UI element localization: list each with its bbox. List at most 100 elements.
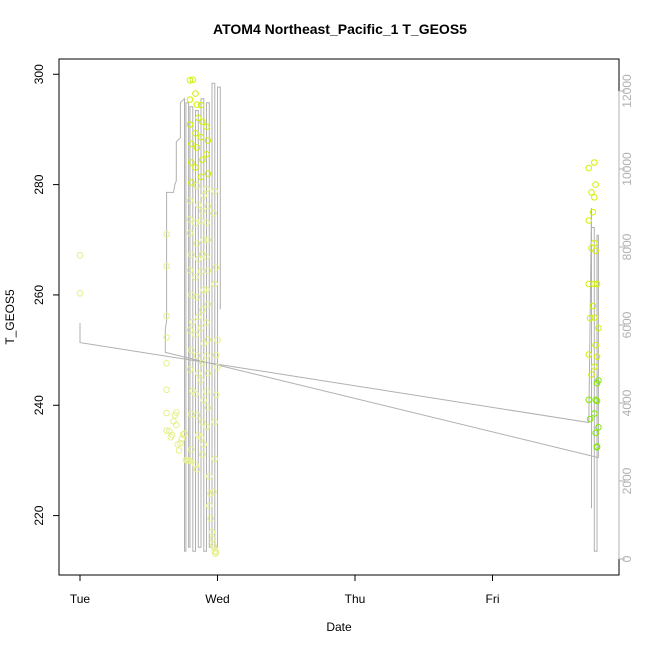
data-point (188, 291, 195, 299)
data-point (186, 326, 194, 334)
data-point (192, 331, 199, 339)
data-point (193, 352, 201, 359)
data-point (204, 301, 212, 308)
data-point (204, 137, 212, 144)
data-point (168, 431, 176, 439)
data-point (203, 352, 210, 359)
data-point (178, 435, 186, 443)
data-point (181, 430, 188, 437)
y-tick-label: 300 (32, 64, 46, 84)
data-point (197, 376, 205, 384)
data-point (179, 431, 187, 438)
data-point (186, 96, 194, 103)
data-point (199, 306, 206, 314)
x-tick-label: Fri (486, 592, 500, 606)
data-point (593, 280, 601, 288)
data-point (173, 409, 180, 416)
data-point (204, 170, 212, 177)
data-point (193, 411, 201, 419)
data-point (163, 360, 170, 367)
data-point (214, 336, 221, 344)
data-point (212, 264, 220, 271)
data-point (192, 274, 199, 281)
data-point (175, 447, 183, 454)
data-point (200, 192, 208, 199)
data-point (193, 144, 201, 151)
data-point (211, 418, 219, 426)
data-point (163, 231, 170, 238)
data-point (591, 280, 598, 288)
data-point (192, 164, 199, 171)
data-point (163, 386, 170, 394)
data-point (203, 253, 210, 261)
data-point (188, 159, 195, 166)
y-tick-label: 240 (32, 395, 46, 415)
data-point (186, 77, 194, 84)
data-point (188, 446, 195, 453)
data-point (189, 318, 197, 326)
y-tick-label: 280 (32, 174, 46, 194)
y2-tick-label: 4000 (620, 389, 634, 416)
data-point (207, 515, 214, 522)
x-tick-label: Wed (205, 592, 229, 606)
data-point (204, 267, 212, 275)
data-point (199, 451, 206, 458)
data-point (595, 377, 602, 384)
data-point (195, 370, 202, 377)
data-point (204, 370, 212, 377)
data-point (197, 101, 205, 109)
data-point (203, 151, 210, 158)
data-point (204, 404, 212, 411)
data-point (585, 164, 593, 172)
data-point (591, 159, 598, 166)
x-tick-label: Thu (345, 592, 366, 606)
data-point (163, 409, 170, 417)
data-point (203, 123, 210, 130)
data-point (186, 229, 194, 237)
data-point (186, 121, 194, 128)
data-point (163, 334, 170, 341)
y2-tick-label: 8000 (620, 233, 634, 260)
data-point (188, 179, 195, 186)
data-point (192, 90, 199, 97)
data-point (595, 324, 602, 332)
data-point (204, 336, 212, 343)
data-point (199, 118, 206, 125)
data-point (593, 443, 601, 451)
data-point (195, 313, 202, 321)
data-point (591, 239, 598, 247)
x-axis-label: Date (326, 620, 352, 634)
data-point (585, 217, 593, 224)
data-point (186, 266, 194, 274)
data-point (200, 286, 208, 294)
data-point (212, 548, 220, 556)
data-point (591, 410, 598, 417)
data-point (203, 423, 210, 431)
data-point (199, 418, 206, 426)
data-point (197, 434, 205, 442)
data-point (193, 182, 201, 189)
data-point (591, 194, 598, 201)
data-point (186, 457, 194, 465)
data-point (210, 210, 217, 217)
data-point (192, 461, 199, 469)
data-point (193, 466, 201, 473)
x-tick-label: Tue (70, 592, 91, 606)
data-point (203, 185, 210, 193)
data-point (203, 388, 210, 395)
data-point (204, 202, 212, 210)
data-point (585, 396, 593, 404)
data-point (197, 173, 205, 181)
data-point (193, 101, 201, 108)
y-tick-label: 260 (32, 285, 46, 305)
data-point (592, 341, 599, 349)
data-point (199, 207, 206, 215)
data-point (586, 314, 594, 322)
data-point (592, 396, 599, 404)
chart-title: ATOM4 Northeast_Pacific_1 T_GEOS5 (213, 21, 467, 37)
data-point (209, 535, 216, 543)
data-point (206, 502, 213, 510)
data-point (589, 208, 597, 216)
y2-tick-label: 10000 (620, 152, 634, 186)
